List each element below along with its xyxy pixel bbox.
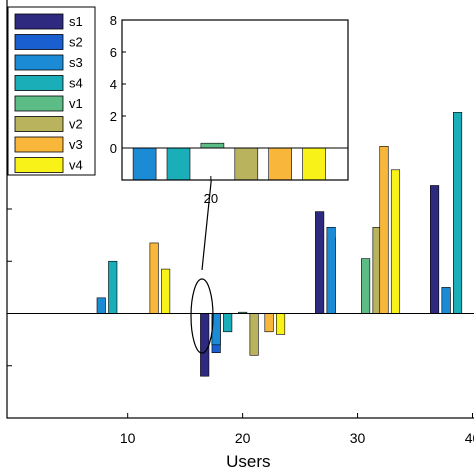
legend-swatch-v4 <box>14 157 64 173</box>
bar-v4-x13.3 <box>161 268 171 314</box>
inset-bar-v2 <box>234 147 259 181</box>
inset-ticks: 0 2 4 6 8 20 <box>110 13 218 206</box>
inset-y-tick-label-0: 0 <box>110 141 117 156</box>
legend-swatch-s1 <box>14 13 64 30</box>
inset-bar-v1 <box>200 142 225 149</box>
inset-y-tick-label-6: 6 <box>110 45 117 60</box>
inset-frame <box>121 19 349 181</box>
plot-frame <box>6 0 474 419</box>
inset-bar-v4 <box>302 147 326 181</box>
bar-v1-x30.7 <box>361 258 371 314</box>
x-axis-label: Users <box>226 452 270 471</box>
legend-swatch-s3 <box>14 54 64 71</box>
legend-label-s1: s1 <box>69 14 83 29</box>
bar-s4-x38.7 <box>453 112 463 314</box>
legend-swatch-s2 <box>14 34 64 50</box>
bar-v3-x22.3 <box>264 313 274 333</box>
x-tick-label-20: 20 <box>235 430 251 446</box>
bar-s3-x37.7 <box>441 287 451 314</box>
inset-y-tick-label-8: 8 <box>110 13 117 28</box>
inset-bars <box>132 142 326 181</box>
bar-s3-x7.7 <box>96 297 106 314</box>
legend-label-v3: v3 <box>69 137 83 152</box>
inset-bar-s3 <box>132 147 157 181</box>
bar-s4-x18.7 <box>223 313 233 333</box>
inset-bar-s4 <box>166 147 191 181</box>
legend-swatch-v2 <box>14 116 64 132</box>
bar-v4-x33.3 <box>390 169 401 314</box>
bar-s1-x26.7 <box>315 211 325 314</box>
bar-s4-x8.7 <box>108 260 118 314</box>
inset-y-tick-label-4: 4 <box>110 77 117 92</box>
inset-y-tick-label-2: 2 <box>110 109 117 124</box>
inset-x-tick-label-20: 20 <box>204 191 218 206</box>
inset-bar-v3 <box>268 147 293 181</box>
x-tick-label-10: 10 <box>120 430 136 446</box>
bar-s1-x36.7 <box>430 185 440 314</box>
legend: s1 s2 s3 s4 v1 v2 v3 v4 <box>7 6 96 176</box>
legend-label-v1: v1 <box>69 96 83 111</box>
x-tick-label-40: 40 <box>465 430 474 446</box>
x-axis-ticks: 10203040 <box>7 51 474 446</box>
main-bars <box>96 112 463 377</box>
legend-label-s2: s2 <box>69 35 83 50</box>
legend-swatch-s4 <box>14 75 64 91</box>
legend-label-v4: v4 <box>69 158 83 173</box>
legend-label-v2: v2 <box>69 117 83 132</box>
bar-s1-x16.7 <box>200 313 210 377</box>
bar-v3-x12.3 <box>149 242 159 314</box>
legend-label-s4: s4 <box>69 76 83 91</box>
legend-label-s3: s3 <box>69 55 83 70</box>
zoom-ellipse <box>190 278 214 354</box>
x-tick-label-30: 30 <box>350 430 366 446</box>
legend-swatch-v1 <box>14 95 64 112</box>
legend-swatch-v3 <box>14 136 64 153</box>
bar-v2-x21 <box>249 313 259 356</box>
bar-v4-x23.3 <box>276 313 286 335</box>
bar-v3-x32.3 <box>379 146 389 314</box>
bar-s3-x27.7 <box>326 226 336 314</box>
